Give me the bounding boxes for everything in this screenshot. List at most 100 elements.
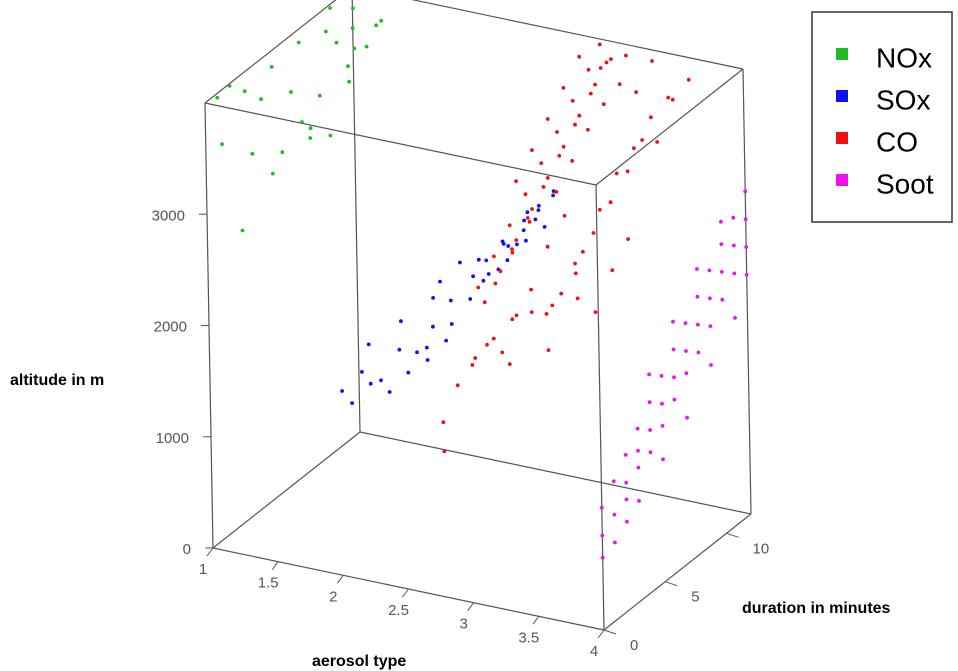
co-point-76	[597, 42, 602, 47]
soot-point-38	[624, 480, 629, 485]
soot-point-27	[636, 448, 640, 453]
sox-point-5	[340, 389, 344, 393]
co-point-68	[610, 268, 615, 273]
co-point-56	[649, 115, 653, 120]
nox-point-11	[346, 64, 350, 68]
sox-point-2	[387, 390, 392, 394]
soot-point-18	[695, 294, 700, 299]
co-point-6	[529, 287, 533, 292]
soot-point-30	[672, 397, 677, 402]
soot-point-4	[611, 479, 616, 484]
nox-point-21	[240, 228, 245, 233]
soot-point-48	[647, 372, 651, 377]
soot-point-40	[661, 457, 665, 462]
box-edge-6	[351, 0, 361, 433]
sox-point-28	[551, 193, 555, 198]
soot-point-41	[685, 415, 689, 420]
sox-point-33	[425, 358, 430, 362]
sox-point-4	[424, 345, 429, 350]
nox-point-19	[352, 46, 357, 51]
nox-point-6	[351, 6, 355, 11]
co-point-66	[575, 296, 580, 301]
co-point-70	[473, 356, 478, 360]
soot-point-11	[660, 401, 664, 406]
co-point-43	[601, 102, 606, 107]
sox-point-34	[444, 338, 448, 343]
co-point-55	[632, 146, 636, 151]
box-edge-4	[595, 184, 605, 631]
co-point-47	[493, 281, 498, 286]
co-point-40	[554, 190, 559, 194]
sox-point-17	[468, 297, 473, 301]
nox-point-4	[296, 40, 301, 45]
x-tick-6-label: 4	[590, 643, 598, 660]
x-tick-5-mark	[532, 616, 540, 625]
co-point-77	[598, 66, 603, 70]
nox-point-8	[259, 97, 263, 101]
sox-point-21	[542, 225, 547, 229]
x-tick-4-label: 3	[459, 616, 467, 633]
co-point-41	[570, 159, 575, 163]
legend-label-soot: Soot	[876, 168, 934, 199]
co-point-59	[591, 231, 596, 235]
nox-point-10	[317, 93, 322, 98]
co-point-79	[546, 348, 551, 352]
co-point-48	[510, 250, 515, 255]
nox-point-23	[300, 120, 304, 124]
sox-point-16	[449, 322, 454, 326]
sox-point-12	[399, 319, 403, 324]
co-point-65	[686, 77, 691, 82]
nox-point-1	[227, 84, 232, 88]
x-axis-title: aerosol type	[312, 653, 406, 670]
co-point-67	[593, 310, 598, 314]
soot-point-36	[744, 245, 749, 249]
co-point-27	[573, 122, 577, 127]
box-edge-5	[359, 431, 752, 515]
co-point-3	[485, 342, 489, 347]
co-point-15	[555, 130, 559, 134]
sox-point-23	[515, 242, 519, 247]
co-point-5	[514, 313, 519, 318]
box-edge-1	[212, 431, 361, 549]
sox-point-39	[525, 210, 530, 215]
nox-point-16	[308, 126, 313, 131]
z-tick-0-label: 0	[183, 541, 191, 558]
soot-point-16	[683, 321, 688, 325]
z-tick-1-label: 1000	[156, 430, 189, 447]
soot-point-24	[731, 215, 736, 220]
co-point-30	[482, 300, 487, 305]
legend-box	[811, 11, 953, 223]
soot-point-43	[733, 316, 737, 320]
co-point-13	[523, 192, 528, 197]
co-point-75	[442, 449, 447, 454]
legend-items: NOx SOx CO Soot	[836, 42, 934, 199]
soot-point-2	[625, 519, 629, 524]
sox-point-30	[522, 218, 526, 223]
co-point-54	[614, 171, 619, 176]
nox-point-17	[334, 40, 339, 45]
soot-point-6	[636, 465, 641, 470]
co-point-12	[507, 223, 512, 228]
sox-point-36	[458, 260, 462, 265]
soot-point-3	[599, 505, 604, 510]
soot-point-46	[695, 267, 699, 271]
soot-point-28	[648, 450, 653, 455]
soot-point-9	[648, 428, 652, 432]
x-tick-1-label: 1.5	[258, 575, 279, 592]
co-point-32	[514, 238, 519, 243]
legend-swatch-nox	[836, 48, 848, 60]
co-point-64	[670, 97, 675, 102]
co-point-71	[491, 336, 496, 341]
sox-point-37	[476, 257, 481, 262]
co-point-63	[655, 140, 659, 144]
co-point-1	[455, 383, 460, 388]
soot-point-37	[613, 540, 617, 545]
co-point-21	[561, 86, 566, 90]
sox-point-29	[506, 244, 511, 248]
co-point-28	[588, 91, 593, 96]
co-point-11	[492, 254, 496, 259]
co-point-51	[562, 213, 567, 218]
box-edge-9	[742, 68, 752, 515]
soot-point-35	[732, 271, 737, 276]
